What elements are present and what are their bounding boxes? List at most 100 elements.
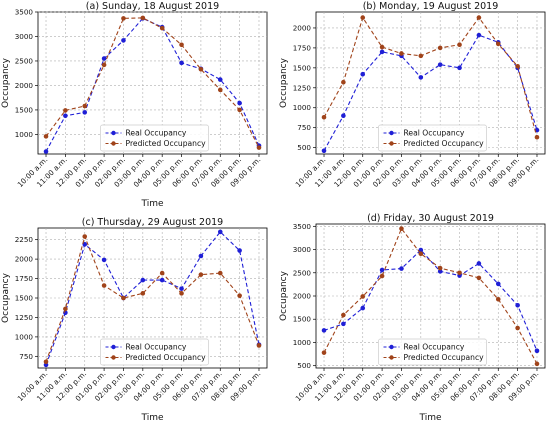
data-point-real <box>140 277 146 283</box>
y-tick-label: 2000 <box>293 23 312 32</box>
legend-label: Real Occupancy <box>404 343 465 352</box>
y-tick-label: 1000 <box>15 130 34 139</box>
data-point-predicted <box>534 361 540 367</box>
legend-swatch-marker <box>111 355 116 360</box>
data-point-real <box>121 38 126 43</box>
data-point-real <box>379 267 385 273</box>
y-tick-label: 1000 <box>293 103 312 112</box>
data-point-real <box>418 75 424 80</box>
chart-title: (c) Thursday, 29 August 2019 <box>82 217 223 228</box>
data-point-real <box>101 257 107 263</box>
y-tick-label: 2500 <box>293 268 312 277</box>
y-tick-label: 3000 <box>293 245 312 254</box>
legend-box <box>100 124 209 152</box>
data-point-predicted <box>121 295 126 301</box>
series-line-predicted <box>323 227 538 365</box>
data-point-predicted <box>418 251 424 257</box>
data-point-predicted <box>198 66 204 72</box>
y-axis-label: Occupancy <box>1 272 11 323</box>
data-point-predicted <box>159 25 165 31</box>
data-point-predicted <box>140 15 146 21</box>
data-point-predicted <box>515 63 520 69</box>
data-point-predicted <box>101 283 107 288</box>
data-point-predicted <box>198 272 204 277</box>
data-point-predicted <box>437 265 443 271</box>
legend-label: Real Occupancy <box>126 129 187 138</box>
legend-swatch-marker <box>389 355 394 360</box>
data-point-predicted <box>360 15 366 20</box>
y-tick-label: 3500 <box>293 222 312 231</box>
data-point-predicted <box>82 234 88 239</box>
y-tick-label: 2500 <box>15 56 34 65</box>
data-point-predicted <box>256 145 262 150</box>
data-point-predicted <box>121 16 126 21</box>
data-point-real <box>237 100 242 106</box>
series-line-predicted <box>323 16 538 138</box>
data-point-real <box>159 277 165 283</box>
data-point-predicted <box>476 15 482 20</box>
y-tick-label: 1750 <box>15 274 34 283</box>
y-tick-label: 1250 <box>15 313 34 322</box>
chart-title: (a) Sunday, 18 August 2019 <box>86 1 219 12</box>
data-point-predicted <box>341 79 346 85</box>
data-point-predicted <box>495 296 501 302</box>
data-point-predicted <box>457 42 462 48</box>
x-axis-label: Time <box>140 413 163 423</box>
y-tick-label: 500 <box>297 143 311 152</box>
legend-label: Real Occupancy <box>126 343 187 352</box>
y-tick-label: 2000 <box>15 255 34 264</box>
x-axis-label: Time <box>140 199 163 209</box>
series-line-real <box>45 231 260 366</box>
legend-swatch-marker <box>111 344 116 350</box>
legend-box <box>100 338 209 366</box>
data-point-real <box>379 49 385 55</box>
data-point-predicted <box>476 275 482 281</box>
data-point-predicted <box>534 134 540 140</box>
data-point-predicted <box>237 107 242 113</box>
legend-swatch-marker <box>111 141 116 146</box>
series-line-predicted <box>45 234 260 362</box>
y-tick-label: 2250 <box>15 235 34 244</box>
y-tick-label: 3000 <box>15 32 34 41</box>
y-tick-label: 2000 <box>293 292 312 301</box>
data-point-real <box>534 348 540 354</box>
data-point-predicted <box>321 115 327 120</box>
data-point-real <box>217 229 223 235</box>
data-point-predicted <box>179 42 184 48</box>
data-point-predicted <box>82 103 88 109</box>
data-point-real <box>237 248 242 253</box>
data-point-predicted <box>515 325 520 331</box>
data-point-predicted <box>256 343 262 348</box>
y-axis-label: Occupancy <box>279 57 289 108</box>
data-point-real <box>101 56 107 61</box>
y-tick-label: 1500 <box>15 105 34 114</box>
data-point-predicted <box>437 45 443 51</box>
data-point-real <box>437 62 443 67</box>
data-point-predicted <box>379 273 385 279</box>
data-point-real <box>476 32 482 38</box>
data-point-predicted <box>418 53 424 59</box>
data-point-predicted <box>43 359 49 365</box>
data-point-real <box>437 269 443 274</box>
series-line-real <box>323 34 538 152</box>
data-point-predicted <box>140 291 146 296</box>
data-point-predicted <box>237 293 242 298</box>
data-point-real <box>515 302 520 308</box>
data-point-real <box>82 242 88 247</box>
y-tick-label: 750 <box>19 352 33 361</box>
data-point-predicted <box>43 134 49 139</box>
legend-swatch-marker <box>389 344 394 350</box>
series-line-predicted <box>45 17 260 148</box>
data-point-real <box>476 261 482 266</box>
chart-title: (b) Monday, 19 August 2019 <box>363 1 499 12</box>
data-point-real <box>82 110 88 115</box>
